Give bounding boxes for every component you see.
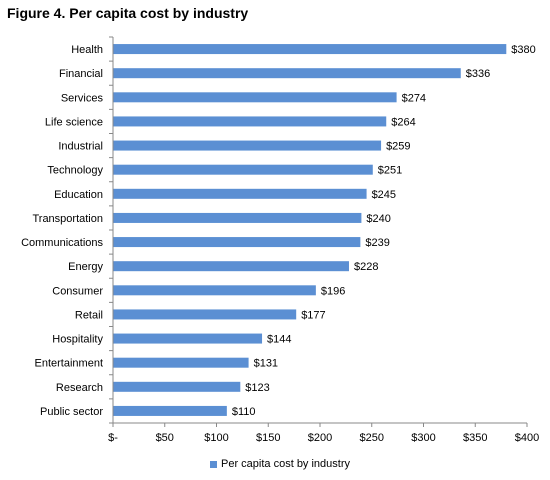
data-label: $123 <box>245 382 269 394</box>
bar <box>113 333 263 344</box>
bar <box>113 68 461 79</box>
category-label: Public sector <box>40 406 103 418</box>
chart-title: Figure 4. Per capita cost by industry <box>7 5 249 21</box>
x-tick-label: $- <box>108 432 118 444</box>
data-label: $144 <box>267 334 291 346</box>
bar <box>113 357 249 368</box>
category-label: Research <box>56 382 103 394</box>
category-label: Life science <box>45 116 103 128</box>
chart-legend: Per capita cost by industry <box>210 458 350 470</box>
category-label: Consumer <box>52 285 103 297</box>
data-label: $264 <box>391 116 415 128</box>
bar-chart: Health $380 Financial $336 Services $274 Life … <box>21 36 539 444</box>
bar <box>113 285 316 296</box>
category-label: Energy <box>68 261 103 273</box>
data-label: $131 <box>254 358 278 370</box>
x-tick-label: $100 <box>204 432 228 444</box>
bar <box>113 261 349 272</box>
bar <box>113 405 227 416</box>
category-label: Communications <box>21 237 103 249</box>
category-label: Industrial <box>58 141 103 153</box>
x-tick-label: $200 <box>308 432 332 444</box>
bar <box>113 237 361 248</box>
data-label: $239 <box>365 237 389 249</box>
x-tick-label: $50 <box>156 432 174 444</box>
bar <box>113 140 382 151</box>
bar <box>113 44 507 55</box>
category-label: Transportation <box>32 213 103 225</box>
category-label: Services <box>61 92 104 104</box>
x-tick-label: $150 <box>256 432 280 444</box>
data-label: $196 <box>321 285 345 297</box>
data-label: $110 <box>232 406 256 418</box>
data-label: $245 <box>372 189 396 201</box>
x-tick-label: $350 <box>463 432 487 444</box>
category-label: Entertainment <box>35 358 103 370</box>
data-label: $336 <box>466 68 490 80</box>
data-label: $251 <box>378 165 402 177</box>
category-label: Health <box>71 44 103 56</box>
bar <box>113 188 367 199</box>
bar <box>113 92 397 103</box>
category-label: Technology <box>47 165 103 177</box>
data-label: $177 <box>301 309 325 321</box>
bar <box>113 116 387 127</box>
data-label: $380 <box>511 44 535 56</box>
data-label: $274 <box>402 92 426 104</box>
category-label: Education <box>54 189 103 201</box>
data-label: $228 <box>354 261 378 273</box>
legend-label: Per capita cost by industry <box>221 458 351 470</box>
legend-swatch <box>210 460 217 468</box>
bar <box>113 164 373 175</box>
category-label: Hospitality <box>52 334 103 346</box>
x-tick-label: $300 <box>411 432 435 444</box>
bar <box>113 309 297 320</box>
data-label: $259 <box>386 141 410 153</box>
x-tick-label: $250 <box>360 432 384 444</box>
bar <box>113 212 362 223</box>
category-label: Financial <box>59 68 103 80</box>
bar <box>113 381 241 392</box>
category-label: Retail <box>75 309 103 321</box>
x-tick-label: $400 <box>515 432 539 444</box>
data-label: $240 <box>366 213 390 225</box>
